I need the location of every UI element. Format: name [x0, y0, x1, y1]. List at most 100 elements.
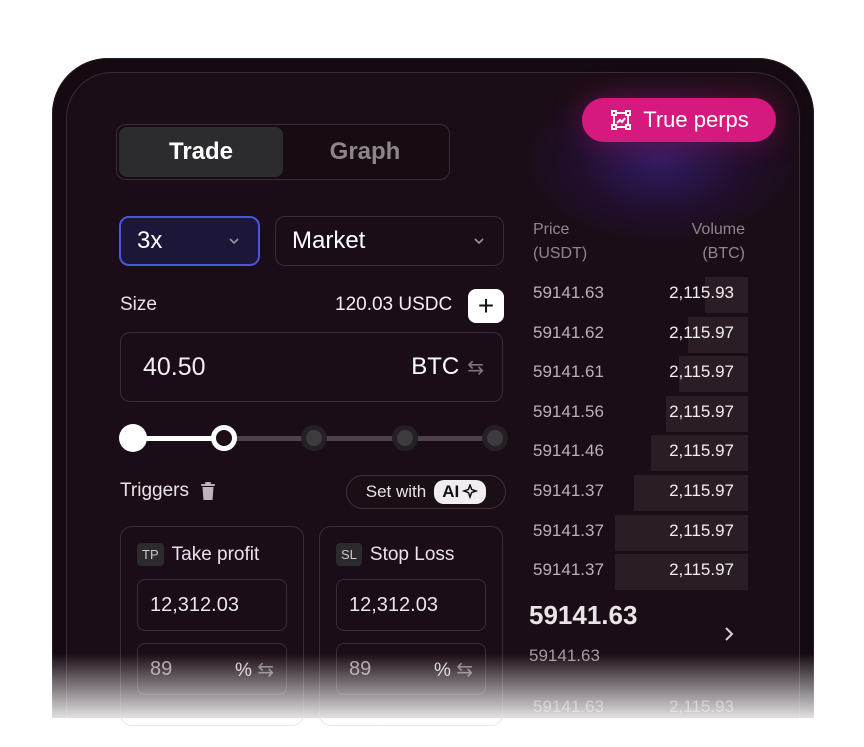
take-profit-price-input[interactable]: 12,312.03 — [137, 579, 287, 631]
true-perps-label: True perps — [643, 107, 749, 132]
ai-badge: AI — [434, 480, 487, 504]
triggers-header: Triggers — [120, 480, 217, 502]
stop-loss-price: 12,312.03 — [349, 593, 438, 616]
set-with-label: Set with — [365, 482, 427, 501]
price-header: Price — [533, 221, 570, 238]
order-price: 59141.63 — [533, 697, 604, 716]
size-slider[interactable] — [119, 423, 509, 453]
order-volume: 2,115.97 — [669, 520, 734, 540]
tab-graph[interactable]: Graph — [329, 138, 401, 165]
size-value: 40.50 — [143, 352, 206, 381]
swap-icon: ⇆ — [257, 658, 274, 681]
stop-loss-percent: 89 — [349, 657, 372, 680]
chevron-down-icon — [229, 238, 239, 245]
order-price: 59141.62 — [533, 322, 604, 342]
depth-bar — [634, 475, 748, 511]
leverage-select[interactable]: 3x — [119, 216, 260, 266]
size-label: Size — [120, 294, 157, 315]
slider-thumb[interactable] — [210, 425, 237, 451]
order-book-row[interactable]: 59141.37 2,115.97 — [533, 475, 748, 511]
price-unit: (USDT) — [533, 245, 588, 262]
take-profit-card: TP Take profit 12,312.03 89 % ⇆ — [120, 526, 304, 726]
take-profit-header: TP Take profit — [137, 543, 259, 566]
chevron-right-icon[interactable] — [722, 624, 736, 644]
order-type-select[interactable]: Market — [275, 216, 504, 266]
take-profit-percent-input[interactable]: 89 % ⇆ — [137, 643, 287, 695]
last-price: 59141.63 — [529, 600, 638, 630]
chart-frame-icon — [611, 110, 632, 130]
order-book-row[interactable]: 59141.46 2,115.97 — [533, 435, 748, 472]
volume-unit: (BTC) — [702, 245, 745, 262]
leverage-value: 3x — [137, 227, 163, 254]
order-book-row[interactable]: 59141.37 2,115.97 — [533, 514, 748, 551]
order-book-volume-header: Volume (BTC) — [680, 218, 745, 266]
stop-loss-card: SL Stop Loss 12,312.03 89 % ⇆ — [319, 526, 503, 726]
order-book-row[interactable]: 59141.37 2,115.97 — [533, 554, 748, 591]
slider-stop[interactable] — [119, 424, 147, 452]
take-profit-label: Take profit — [171, 543, 260, 565]
order-price: 59141.46 — [533, 441, 604, 461]
view-tabs: Trade Graph — [116, 124, 450, 180]
order-price: 59141.37 — [533, 520, 604, 540]
percent-toggle[interactable]: % ⇆ — [434, 657, 473, 682]
order-volume: 2,115.93 — [669, 697, 734, 716]
order-volume: 2,115.97 — [669, 401, 734, 421]
order-price: 59141.63 — [533, 283, 604, 302]
order-book-row[interactable]: 59141.62 2,115.97 — [533, 316, 748, 353]
set-with-ai-button[interactable]: Set with AI — [346, 475, 506, 509]
order-volume: 2,115.97 — [669, 560, 734, 580]
order-volume: 2,115.93 — [669, 283, 734, 302]
order-price: 59141.37 — [533, 481, 604, 500]
stop-loss-percent-input[interactable]: 89 % ⇆ — [336, 643, 486, 695]
trash-icon[interactable] — [199, 481, 217, 501]
size-unit-toggle[interactable]: BTC ⇆ — [411, 353, 484, 381]
take-profit-price: 12,312.03 — [150, 593, 239, 616]
order-book-price-header: Price (USDT) — [533, 218, 587, 266]
stop-loss-label: Stop Loss — [369, 543, 455, 565]
add-funds-button[interactable]: + — [468, 289, 504, 323]
mark-price: 59141.63 — [529, 646, 600, 665]
volume-header: Volume — [691, 221, 745, 238]
sparkle-icon — [462, 484, 479, 500]
order-type-value: Market — [292, 227, 366, 254]
triggers-label: Triggers — [120, 480, 189, 501]
stop-loss-header: SL Stop Loss — [336, 543, 454, 566]
order-volume: 2,115.97 — [669, 362, 734, 382]
depth-bar — [666, 395, 748, 432]
order-price: 59141.56 — [533, 401, 604, 421]
percent-unit: % — [235, 659, 252, 681]
order-volume: 2,115.97 — [669, 322, 734, 342]
slider-stop[interactable] — [482, 425, 508, 451]
size-unit: BTC — [411, 353, 460, 380]
plus-icon: + — [477, 290, 495, 321]
slider-fill — [133, 436, 224, 441]
stop-loss-price-input[interactable]: 12,312.03 — [336, 579, 486, 631]
swap-icon: ⇆ — [467, 356, 484, 379]
size-input[interactable]: 40.50 BTC ⇆ — [120, 332, 503, 402]
depth-bar — [705, 277, 748, 313]
depth-bar — [679, 356, 748, 393]
order-volume: 2,115.97 — [669, 441, 734, 461]
depth-bar — [651, 435, 748, 472]
order-book-row[interactable]: 59141.63 2,115.93 — [533, 277, 748, 313]
available-balance: 120.03 USDC — [335, 294, 453, 315]
percent-toggle[interactable]: % ⇆ — [235, 657, 274, 682]
take-profit-percent: 89 — [150, 657, 173, 680]
tp-tag: TP — [137, 543, 164, 566]
true-perps-badge[interactable]: True perps — [582, 98, 776, 142]
depth-bar — [687, 316, 748, 353]
chevron-down-icon — [474, 238, 484, 245]
order-book-row[interactable]: 59141.56 2,115.97 — [533, 395, 748, 432]
sl-tag: SL — [336, 543, 362, 566]
percent-unit: % — [434, 659, 451, 681]
ai-label: AI — [442, 482, 460, 501]
swap-icon: ⇆ — [456, 658, 473, 681]
slider-stop[interactable] — [301, 425, 327, 451]
order-price: 59141.37 — [533, 560, 604, 580]
slider-stop[interactable] — [391, 425, 418, 451]
order-book-row[interactable]: 59141.63 2,115.93 — [533, 697, 748, 721]
order-volume: 2,115.97 — [669, 481, 734, 500]
order-book-row[interactable]: 59141.61 2,115.97 — [533, 356, 748, 393]
tab-trade[interactable]: Trade — [119, 127, 283, 177]
order-price: 59141.61 — [533, 362, 604, 382]
